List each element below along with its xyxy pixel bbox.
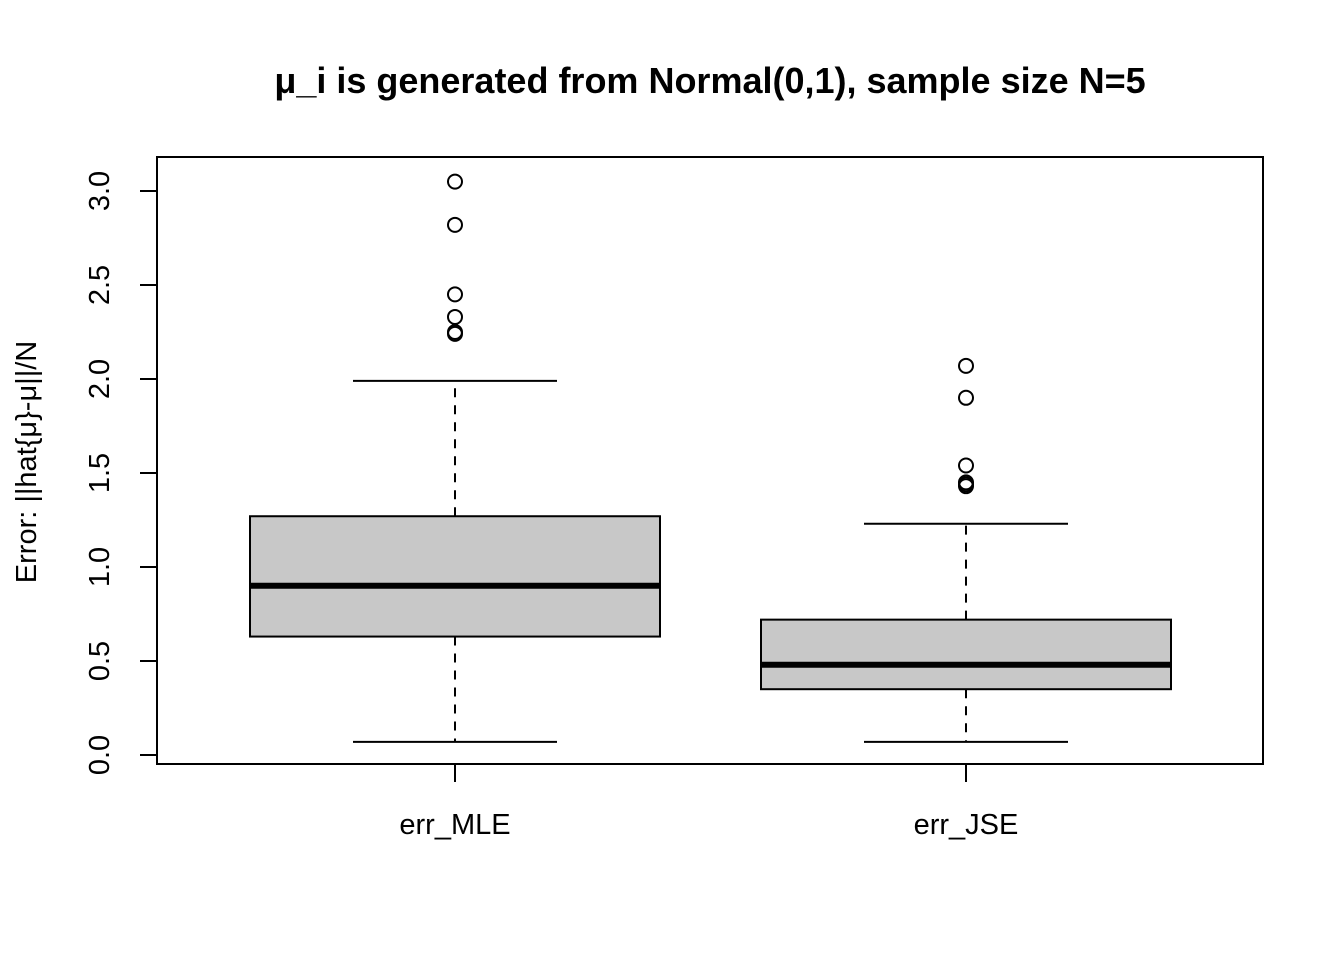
- y-tick-label: 0.0: [84, 735, 116, 775]
- box-group-err_MLE: [249, 173, 661, 743]
- x-tick-label: err_MLE: [399, 809, 510, 841]
- x-tick-label: err_JSE: [914, 809, 1019, 841]
- outlier-point: [958, 457, 974, 474]
- outlier-point: [447, 325, 463, 342]
- y-tick-label: 2.0: [84, 359, 116, 399]
- box-group-err_JSE: [760, 357, 1172, 743]
- outlier-point: [447, 308, 463, 325]
- outlier-point: [447, 216, 463, 233]
- y-tick-label: 2.5: [84, 265, 116, 305]
- x-axis: err_MLE err_JSE: [399, 764, 1018, 841]
- outlier-point: [447, 286, 463, 303]
- iqr-box: [249, 515, 661, 638]
- iqr-box: [760, 618, 1172, 691]
- outlier-point: [447, 173, 463, 190]
- y-tick-label: 3.0: [84, 171, 116, 211]
- outlier-point: [958, 389, 974, 406]
- y-tick-label: 0.5: [84, 641, 116, 681]
- y-axis-title: Error: ||hat{μ}-μ||/N: [11, 341, 43, 583]
- y-tick-label: 1.0: [84, 547, 116, 587]
- boxes: [249, 173, 1172, 743]
- y-tick-label: 1.5: [84, 453, 116, 493]
- chart-title: μ_i is generated from Normal(0,1), sampl…: [274, 60, 1145, 101]
- outlier-point: [958, 478, 974, 495]
- y-axis: 0.0 0.5 1.0 1.5 2.0 2.5 3.0: [84, 171, 158, 775]
- outlier-point: [958, 357, 974, 374]
